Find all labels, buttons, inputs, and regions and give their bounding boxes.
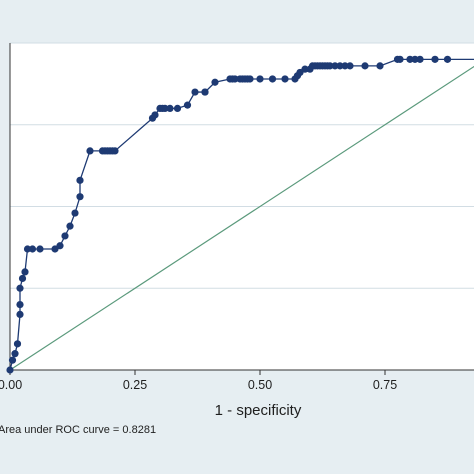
roc-point <box>396 55 404 63</box>
roc-point <box>406 55 414 63</box>
roc-point <box>301 65 309 73</box>
roc-point <box>231 75 239 83</box>
roc-point <box>341 62 349 70</box>
roc-point <box>173 104 182 112</box>
roc-point <box>56 242 64 250</box>
roc-point <box>11 350 19 358</box>
roc-point <box>326 62 334 70</box>
roc-point <box>66 222 74 230</box>
roc-point <box>256 75 264 83</box>
x-tick-label: 0.00 <box>0 378 22 392</box>
roc-point <box>86 147 94 155</box>
roc-point <box>6 366 14 374</box>
roc-point <box>61 232 69 240</box>
roc-point <box>21 268 29 276</box>
roc-point <box>431 55 439 63</box>
roc-point <box>281 75 289 83</box>
roc-point <box>211 78 219 86</box>
roc-point <box>36 245 44 253</box>
auc-annotation: Area under ROC curve = 0.8281 <box>0 424 156 436</box>
roc-point <box>443 55 452 63</box>
roc-point <box>16 310 24 319</box>
roc-point <box>191 88 199 96</box>
roc-point <box>8 356 17 364</box>
roc-point <box>23 245 32 253</box>
roc-point <box>161 104 169 112</box>
x-tick-label: 0.75 <box>373 378 397 392</box>
roc-point <box>416 55 424 63</box>
roc-point <box>13 340 22 348</box>
roc-point <box>16 284 24 292</box>
x-tick-labels: 0.00 0.25 0.50 0.75 <box>0 378 397 392</box>
roc-point <box>361 62 369 70</box>
roc-point <box>166 104 174 112</box>
roc-point <box>76 193 84 201</box>
roc-point <box>376 62 384 70</box>
roc-point <box>16 301 24 309</box>
roc-point <box>336 62 344 70</box>
roc-point <box>151 111 159 119</box>
x-tick-label: 0.50 <box>248 378 272 392</box>
x-tick-label: 0.25 <box>123 378 147 392</box>
roc-point <box>76 176 84 184</box>
roc-point <box>411 55 419 63</box>
roc-point <box>111 147 119 155</box>
roc-point <box>183 101 192 109</box>
roc-point <box>346 62 354 70</box>
reference-diagonal-line <box>9 65 474 371</box>
roc-point <box>71 209 79 217</box>
roc-point <box>268 75 277 83</box>
x-axis-title: 1 - specificity <box>215 402 302 419</box>
roc-point <box>331 62 339 70</box>
roc-point <box>246 75 254 83</box>
roc-point <box>201 88 209 96</box>
roc-curve-points <box>6 55 452 374</box>
roc-point <box>18 274 27 283</box>
grid-lines <box>10 42 474 289</box>
axes <box>9 43 474 375</box>
roc-point <box>28 245 37 253</box>
